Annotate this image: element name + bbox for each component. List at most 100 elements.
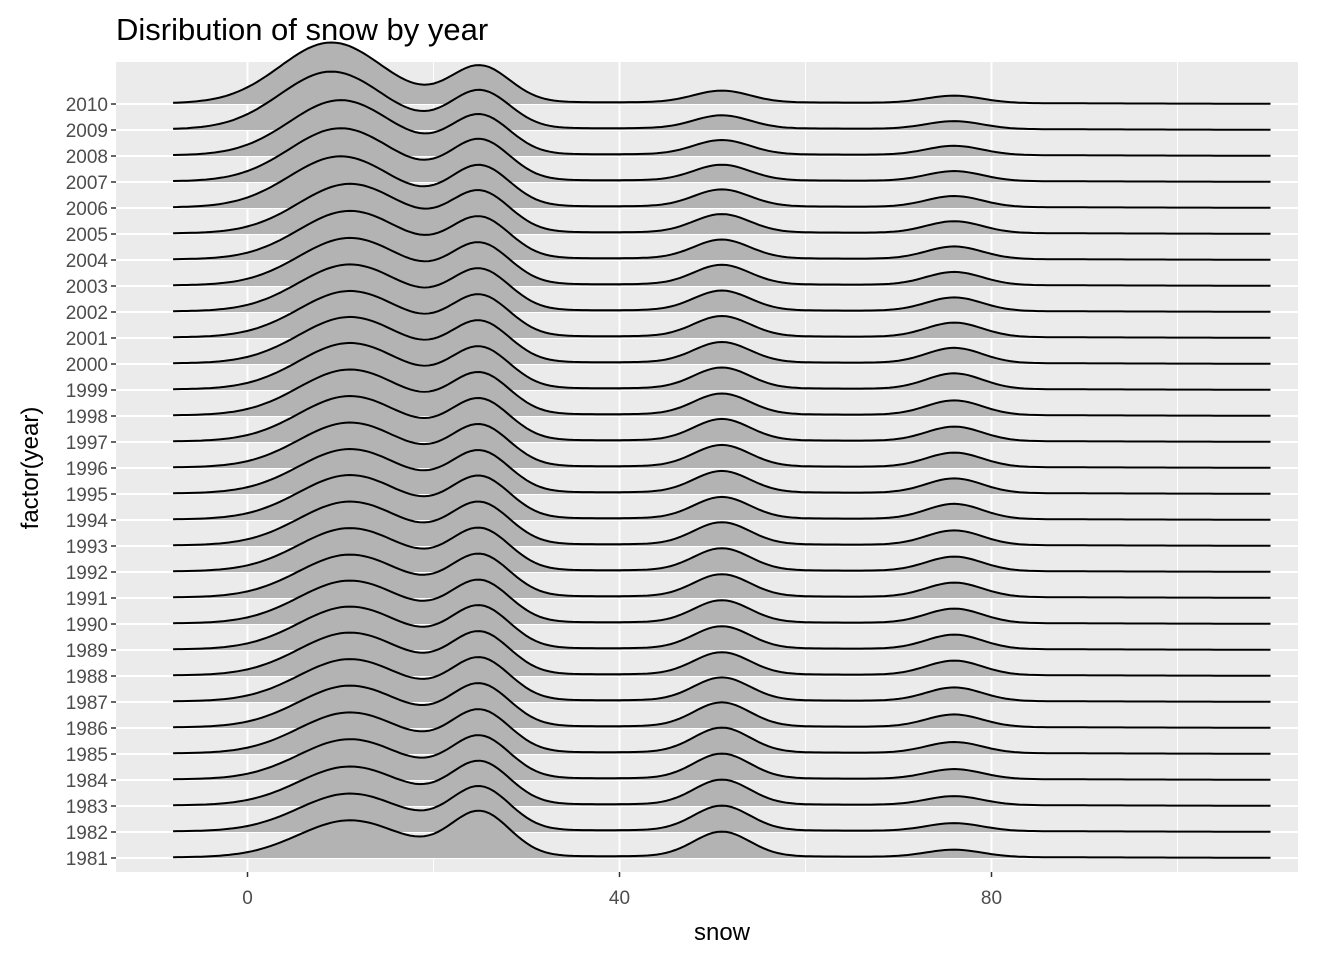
- ridge-fill: [173, 71, 1271, 130]
- y-tick-label: 1985: [66, 745, 108, 766]
- y-tick-label: 2003: [66, 277, 108, 298]
- ridge-line: [173, 708, 1271, 755]
- ridge-fill: [173, 100, 1271, 156]
- ridge-fill: [173, 369, 1271, 416]
- ridge-fill: [173, 237, 1271, 286]
- ridge-line: [173, 552, 1271, 599]
- ridge-1998: [173, 368, 1271, 417]
- density-ridges: [173, 41, 1271, 859]
- y-tick-label: 1990: [66, 615, 108, 636]
- ridge-fill: [173, 42, 1271, 104]
- ridge-line: [173, 99, 1271, 157]
- ridge-line: [173, 421, 1271, 469]
- ridge-1997: [173, 394, 1271, 443]
- y-tick-label: 1992: [66, 563, 108, 584]
- ridge-2002: [173, 263, 1271, 313]
- ridge-1985: [173, 708, 1271, 755]
- ridge-1990: [173, 578, 1271, 625]
- ridge-line: [173, 500, 1271, 547]
- ridge-line: [173, 155, 1271, 209]
- ridge-1991: [173, 552, 1271, 599]
- ridge-fill: [173, 210, 1271, 260]
- ridge-fill: [173, 290, 1271, 338]
- ridge-1983: [173, 759, 1271, 807]
- ridge-1981: [173, 809, 1271, 859]
- ridge-line: [173, 784, 1271, 833]
- y-tick-label: 2009: [66, 121, 108, 142]
- ridge-fill: [173, 553, 1271, 598]
- ridge-line: [173, 209, 1271, 261]
- ridge-line: [173, 630, 1271, 677]
- ridge-fill: [173, 264, 1271, 312]
- ridge-2000: [173, 315, 1271, 365]
- ridge-2003: [173, 236, 1271, 287]
- ridge-fill: [173, 810, 1271, 858]
- ridge-1989: [173, 604, 1271, 651]
- ridge-1996: [173, 421, 1271, 469]
- y-tick-label: 1994: [66, 511, 109, 532]
- y-tick-label: 1989: [66, 641, 108, 662]
- ridge-line: [173, 447, 1271, 495]
- ridge-fill: [173, 631, 1271, 676]
- x-tick-label: 0: [242, 888, 253, 909]
- ridge-fill: [173, 579, 1271, 624]
- y-tick-label: 1988: [66, 667, 108, 688]
- ridge-line: [173, 289, 1271, 339]
- ridge-line: [173, 315, 1271, 365]
- y-tick-label: 2002: [66, 303, 108, 324]
- ridge-1982: [173, 784, 1271, 833]
- y-tick-label: 2004: [66, 251, 109, 272]
- y-tick-label: 2005: [66, 225, 108, 246]
- ridge-1987: [173, 656, 1271, 703]
- y-tick-label: 2001: [66, 329, 108, 350]
- x-axis-title: snow: [694, 919, 751, 946]
- ridge-fill: [173, 342, 1271, 390]
- y-tick-label: 1986: [66, 719, 108, 740]
- ridge-fill: [173, 527, 1271, 572]
- ridge-line: [173, 809, 1271, 859]
- ridge-line: [173, 236, 1271, 287]
- ridge-1992: [173, 526, 1271, 573]
- chart-title: Disribution of snow by year: [116, 12, 488, 47]
- x-axis: 0 40 80: [242, 872, 1002, 909]
- y-tick-label: 1983: [66, 797, 108, 818]
- y-tick-label: 2010: [66, 95, 108, 116]
- y-tick-label: 1991: [66, 589, 108, 610]
- ridge-line: [173, 182, 1271, 235]
- ridge-line: [173, 734, 1271, 781]
- y-tick-label: 1998: [66, 407, 108, 428]
- ridge-1999: [173, 341, 1271, 391]
- ridge-2008: [173, 99, 1271, 157]
- ridge-line: [173, 526, 1271, 573]
- ridge-line: [173, 656, 1271, 703]
- ridge-line: [173, 604, 1271, 651]
- ridge-2001: [173, 289, 1271, 339]
- y-tick-label: 1996: [66, 459, 108, 480]
- ridge-fill: [173, 735, 1271, 780]
- ridge-2009: [173, 70, 1271, 131]
- ridge-line: [173, 341, 1271, 391]
- y-tick-label: 2008: [66, 147, 108, 168]
- ridge-fill: [173, 183, 1271, 234]
- ridge-fill: [173, 605, 1271, 650]
- ridge-line: [173, 394, 1271, 443]
- y-tick-label: 1999: [66, 381, 108, 402]
- ridge-fill: [173, 657, 1271, 702]
- ridge-line: [173, 682, 1271, 729]
- ridge-fill: [173, 760, 1271, 806]
- ridge-1995: [173, 447, 1271, 495]
- y-axis-title: factor(year): [17, 407, 44, 530]
- ridge-line: [173, 368, 1271, 417]
- ridge-1984: [173, 734, 1271, 781]
- ridge-fill: [173, 501, 1271, 546]
- ridge-2004: [173, 209, 1271, 261]
- y-tick-label: 1987: [66, 693, 108, 714]
- x-tick-label: 80: [981, 888, 1002, 909]
- ridge-line: [173, 263, 1271, 313]
- ridge-2006: [173, 155, 1271, 209]
- ridge-line: [173, 578, 1271, 625]
- ridge-2007: [173, 127, 1271, 183]
- ridge-fill: [173, 786, 1271, 832]
- ridge-1994: [173, 473, 1271, 521]
